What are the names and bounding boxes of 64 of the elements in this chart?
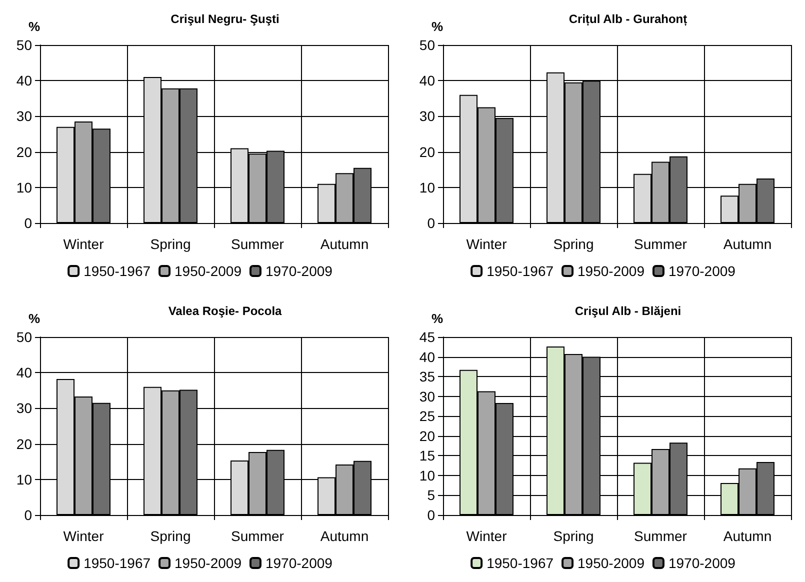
chart-title: Valea Roşie- Pocola [168,304,282,318]
legend-label: 1950-1967 [84,263,151,279]
y-tick-label: 10 [16,179,32,196]
x-tick-label: Spring [150,236,191,252]
y-tick-label: 20 [16,144,32,160]
x-tick-label: Winter [466,528,508,544]
legend-label: 1970-2009 [668,263,736,279]
y-tick-label: 20 [419,428,436,444]
x-tick-label: Autumn [320,528,369,544]
x-tick-label: Spring [150,528,191,544]
legend-label: 1950-1967 [486,263,554,279]
x-tick-label: Summer [231,528,284,544]
x-tick-label: Summer [231,236,284,252]
x-tick-label: Autumn [723,528,772,544]
y-tick-label: 30 [16,400,32,416]
y-tick-label: 10 [419,467,436,484]
y-tick-label: 50 [16,37,32,53]
y-tick-label: 20 [419,144,436,160]
chart-title: Crişul Alb - Blăjeni [574,304,682,318]
y-axis-title: % [431,311,444,326]
y-tick-label: 5 [427,487,436,504]
y-tick-label: 30 [16,108,32,124]
x-tick-label: Winter [63,236,104,252]
y-axis-title: % [28,19,40,34]
y-tick-label: 50 [16,329,32,345]
x-tick-label: Autumn [723,236,772,252]
legend-label: 1970-2009 [265,555,333,571]
y-tick-label: 40 [16,72,32,89]
x-tick-label: Winter [63,528,104,544]
y-tick-label: 0 [427,215,436,231]
x-tick-label: Autumn [320,236,369,252]
legend-label: 1950-2009 [174,555,242,571]
y-tick-label: 0 [427,507,436,523]
y-tick-label: 20 [16,436,32,452]
y-tick-label: 10 [419,179,436,196]
x-tick-label: Winter [466,236,508,252]
y-tick-label: 10 [16,471,32,488]
y-tick-label: 35 [419,368,436,385]
y-axis-title: % [431,19,444,34]
legend-label: 1950-1967 [84,555,151,571]
legend-label: 1950-2009 [578,263,645,279]
legend-label: 1950-1967 [486,555,554,571]
y-tick-label: 45 [419,329,436,345]
legend-label: 1950-2009 [578,555,645,571]
y-tick-label: 30 [419,108,436,124]
y-tick-label: 50 [419,37,436,53]
x-tick-label: Spring [553,236,594,252]
y-tick-label: 0 [24,215,32,231]
chart-title: Crițul Alb - Gurahonț [568,12,688,26]
y-tick-label: 40 [16,364,32,381]
x-tick-label: Summer [634,528,688,544]
legend-label: 1970-2009 [265,263,333,279]
x-tick-label: Spring [553,528,594,544]
y-tick-label: 25 [419,408,436,424]
legend-label: 1970-2009 [668,555,736,571]
y-axis-title: % [28,311,40,326]
y-tick-label: 15 [419,448,436,464]
y-tick-label: 30 [419,388,436,404]
y-tick-label: 0 [24,507,32,523]
y-tick-label: 40 [419,72,436,89]
y-tick-label: 40 [419,348,436,365]
x-tick-label: Summer [634,236,688,252]
chart-title: Crişul Negru- Şuşti [170,12,280,26]
legend-label: 1950-2009 [174,263,242,279]
